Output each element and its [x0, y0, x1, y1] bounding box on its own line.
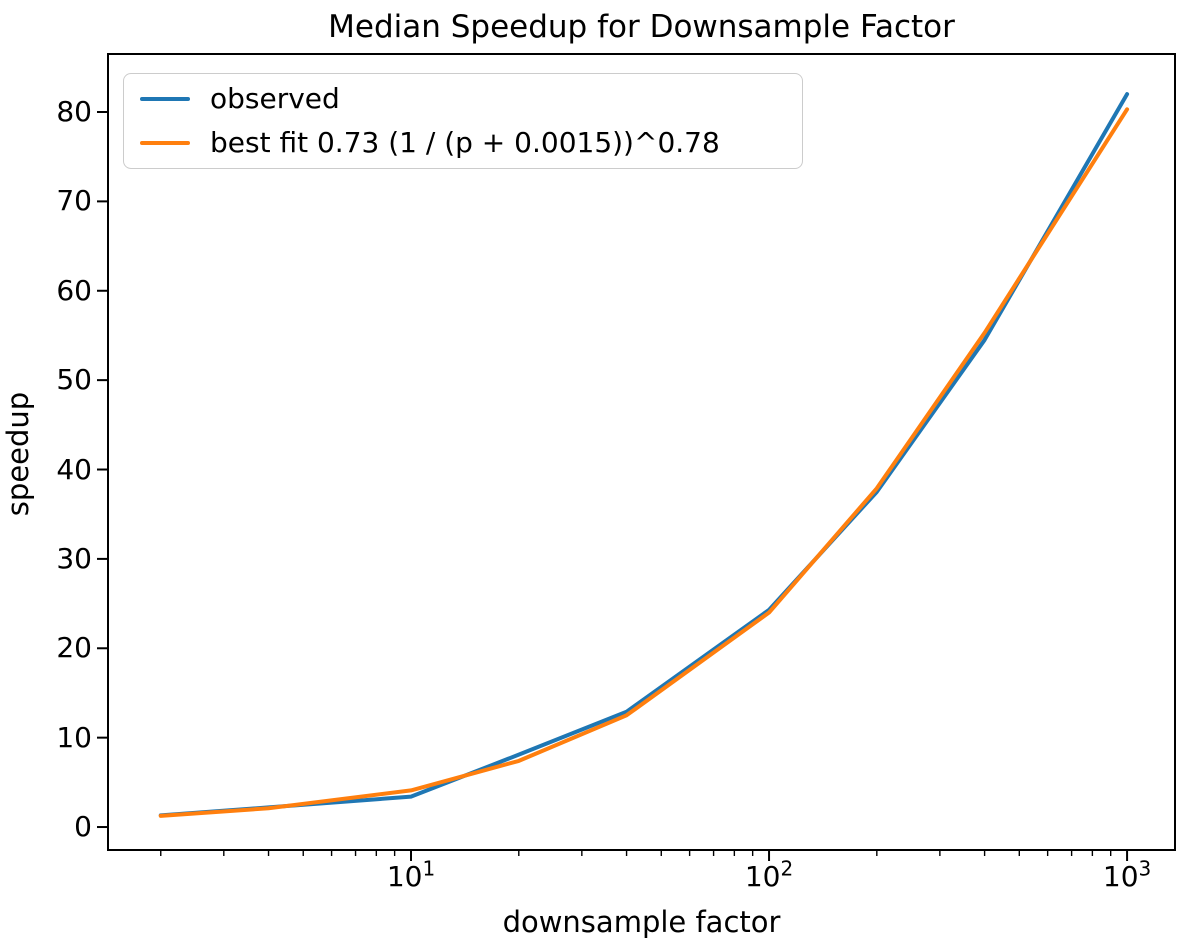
legend-label-best-fit: best fit 0.73 (1 / (p + 0.0015))^0.78: [210, 126, 720, 159]
legend-item-best-fit: best fit 0.73 (1 / (p + 0.0015))^0.78: [124, 126, 802, 160]
y-axis-label: speedup: [1, 391, 35, 517]
legend-label-observed: observed: [210, 82, 340, 115]
legend-swatch-best-fit: [140, 141, 190, 145]
series-line-best-fit: [158, 107, 1130, 818]
plot-spines: [107, 53, 1176, 851]
legend-item-observed: observed: [124, 82, 802, 116]
legend: observed best fit 0.73 (1 / (p + 0.0015)…: [123, 73, 803, 169]
x-axis-label: downsample factor: [502, 905, 781, 939]
chart-title: Median Speedup for Downsample Factor: [328, 9, 955, 45]
legend-swatch-observed: [140, 97, 190, 101]
series-line-observed: [158, 92, 1130, 818]
